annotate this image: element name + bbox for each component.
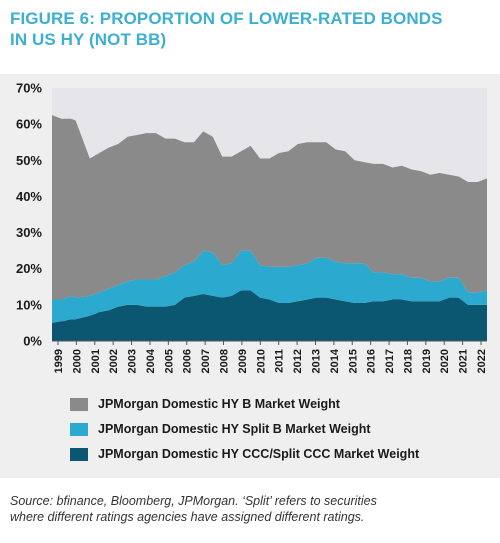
area-series-layer bbox=[52, 115, 487, 341]
chart-title: FIGURE 6: PROPORTION OF LOWER-RATED BOND… bbox=[10, 8, 490, 50]
legend-item-split-b: JPMorgan Domestic HY Split B Market Weig… bbox=[70, 421, 419, 437]
x-tick-label: 2014 bbox=[329, 348, 341, 373]
y-tick-label: 40% bbox=[16, 189, 42, 204]
x-tick-label: 2006 bbox=[182, 349, 194, 373]
x-tick-label: 2018 bbox=[402, 349, 414, 373]
x-tick-label: 2013 bbox=[310, 349, 322, 373]
x-tick-label: 2009 bbox=[237, 349, 249, 373]
x-tick-label: 2008 bbox=[219, 349, 231, 373]
area-ccc bbox=[52, 290, 487, 341]
x-tick-label: 2021 bbox=[458, 349, 470, 373]
x-tick-label: 2012 bbox=[292, 349, 304, 373]
x-tick-label: 2022 bbox=[476, 349, 488, 373]
legend-swatch-b bbox=[70, 397, 88, 411]
x-tick-label: 2002 bbox=[108, 349, 120, 373]
x-tick-label: 2017 bbox=[384, 349, 396, 373]
chart-title-line-1: FIGURE 6: PROPORTION OF LOWER-RATED BOND… bbox=[10, 9, 443, 28]
x-tick-label: 2007 bbox=[200, 349, 212, 373]
chart-title-line-2: IN US HY (NOT BB) bbox=[10, 30, 167, 49]
legend-swatch-ccc bbox=[70, 447, 88, 461]
x-tick-label: 2011 bbox=[274, 349, 286, 373]
y-tick-label: 50% bbox=[16, 153, 42, 168]
source-note: Source: bfinance, Bloomberg, JPMorgan. ‘… bbox=[10, 493, 490, 525]
legend-swatch-split-b bbox=[70, 422, 88, 436]
area-split-b bbox=[52, 250, 487, 323]
legend-item-ccc: JPMorgan Domestic HY CCC/Split CCC Marke… bbox=[70, 446, 419, 462]
x-tick-label: 2016 bbox=[366, 349, 378, 373]
x-tick-label: 2019 bbox=[421, 349, 433, 373]
source-line-1: Source: bfinance, Bloomberg, JPMorgan. ‘… bbox=[10, 494, 377, 508]
y-tick-label: 20% bbox=[16, 261, 42, 276]
y-tick-label: 30% bbox=[16, 225, 42, 240]
legend-label-ccc: JPMorgan Domestic HY CCC/Split CCC Marke… bbox=[98, 447, 420, 461]
x-tick-label: 2000 bbox=[71, 349, 83, 373]
stacked-area-chart: 0% 10% 20% 30% 40% 50% 60% 70% 1999 2000 2001 2002… bbox=[16, 81, 488, 374]
x-tick-label: 2004 bbox=[145, 348, 157, 373]
x-tick-label: 2005 bbox=[163, 349, 175, 373]
x-tick-label: 2010 bbox=[255, 349, 267, 373]
x-tick-label: 2015 bbox=[347, 349, 359, 373]
y-tick-label: 10% bbox=[16, 297, 42, 312]
legend-label-b: JPMorgan Domestic HY B Market Weight bbox=[98, 397, 340, 411]
x-tick-label: 2003 bbox=[127, 349, 139, 373]
y-axis-ticks: 0% 10% 20% 30% 40% 50% 60% 70% bbox=[16, 81, 42, 349]
chart-legend: JPMorgan Domestic HY B Market Weight JPM… bbox=[70, 396, 419, 471]
area-b bbox=[52, 115, 487, 300]
y-tick-label: 0% bbox=[23, 334, 42, 349]
x-tick-label: 2001 bbox=[90, 349, 102, 373]
x-tick-label: 1999 bbox=[53, 349, 65, 373]
x-axis-ticks: 1999 2000 2001 2002 2003 2004 2005 2006 2007 2008… bbox=[52, 340, 488, 373]
y-tick-label: 60% bbox=[16, 117, 42, 132]
x-tick-label: 2020 bbox=[439, 349, 451, 373]
source-line-2: where different ratings agencies have as… bbox=[10, 510, 365, 524]
y-tick-label: 70% bbox=[16, 81, 42, 96]
legend-item-b: JPMorgan Domestic HY B Market Weight bbox=[70, 396, 419, 412]
legend-label-split-b: JPMorgan Domestic HY Split B Market Weig… bbox=[98, 422, 371, 436]
